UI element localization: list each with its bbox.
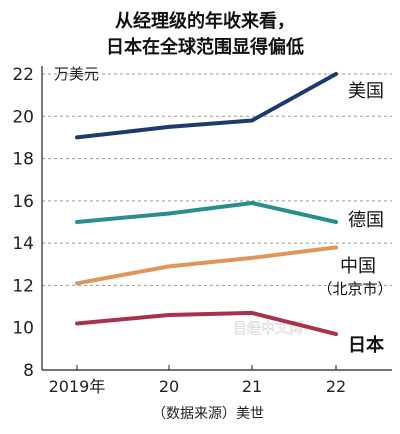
series-line — [75, 245, 338, 286]
series-label: 中国 — [340, 256, 376, 277]
chart-title-line-2: 日本在全球范围显得偏低 — [106, 36, 304, 58]
y-tick-label: 8 — [23, 361, 34, 381]
y-tick-label: 10 — [12, 319, 34, 339]
y-tick-label: 14 — [12, 234, 34, 254]
x-tick-label: 20 — [159, 377, 179, 396]
series-sublabel: （北京市） — [317, 280, 392, 298]
y-tick-label: 12 — [12, 276, 34, 296]
watermark-group: 日经中文网 — [233, 321, 304, 338]
series-lines — [75, 72, 338, 337]
x-tick-label: 22 — [326, 377, 346, 396]
gridlines — [42, 73, 392, 286]
y-tick-label: 22 — [12, 65, 34, 85]
y-tick-label: 18 — [12, 150, 34, 170]
y-tick-label: 20 — [12, 107, 34, 127]
series-label: 德国 — [348, 210, 384, 231]
source-note: （数据来源）美世 — [152, 406, 264, 422]
chart-title-line-1: 从经理级的年收来看， — [115, 10, 295, 32]
series-line — [75, 201, 338, 224]
x-tick-labels: 2019年 20 21 22 — [49, 365, 346, 396]
chart-title-group: 从经理级的年收来看， 日本在全球范围显得偏低 — [106, 10, 304, 58]
series-line — [75, 72, 338, 140]
y-tick-labels: 8 10 12 14 16 18 20 22 — [12, 65, 34, 381]
series-label: 美国 — [348, 81, 384, 102]
x-tick-label: 21 — [242, 377, 262, 396]
watermark-text: 日经中文网 — [233, 321, 303, 337]
y-tick-label: 16 — [12, 192, 34, 212]
series-line — [75, 310, 338, 337]
axes: 万美元 — [41, 65, 392, 371]
series-label: 日本 — [348, 334, 384, 356]
unit-label: 万美元 — [54, 65, 99, 83]
x-tick-label: 2019年 — [49, 377, 106, 396]
